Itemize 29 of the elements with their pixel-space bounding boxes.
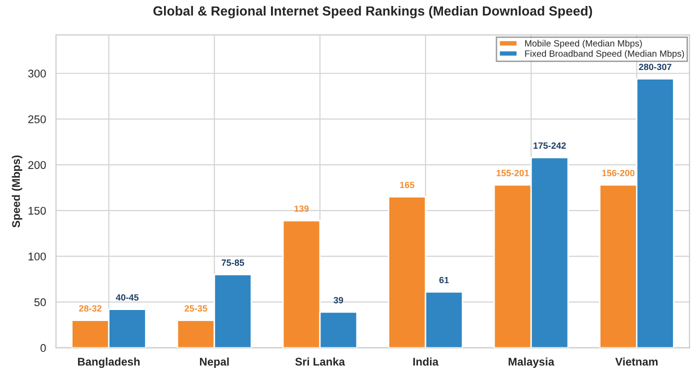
y-axis-title: Speed (Mbps): [12, 155, 22, 228]
data-label: 280-307: [638, 64, 672, 70]
data-label: 39: [334, 296, 344, 304]
x-tick-label: Sri Lanka: [295, 357, 346, 366]
y-tick-label: 0: [40, 344, 46, 352]
legend-label: Mobile Speed (Median Mbps): [525, 40, 642, 48]
y-tick-label: 150: [28, 206, 46, 215]
y-tick-label: 250: [28, 115, 46, 124]
y-tick-label: 200: [28, 161, 46, 169]
data-label: 155-201: [496, 170, 529, 176]
data-label: 175-242: [534, 142, 566, 149]
data-label: 165: [400, 182, 414, 188]
x-tick-label: Malaysia: [508, 357, 554, 368]
data-label: 28-32: [79, 305, 102, 312]
y-tick-label: 100: [28, 252, 46, 260]
data-label: 25-35: [184, 305, 208, 312]
y-tick-label: 300: [28, 70, 46, 78]
data-label: 40-45: [116, 294, 139, 301]
data-label: 156-200: [602, 170, 634, 176]
data-label: 139: [294, 206, 309, 212]
x-tick-label: Bangladesh: [78, 357, 140, 368]
data-label: 75-85: [222, 259, 244, 266]
x-tick-label: Vietnam: [615, 357, 658, 366]
chart-title: Global & Regional Internet Speed Rankings (Median Download Speed): [153, 6, 592, 18]
legend-label: Fixed Broadband Speed (Median Mbps): [525, 50, 684, 59]
data-label: 61: [439, 276, 449, 284]
x-tick-label: Nepal: [200, 357, 229, 368]
x-tick-label: India: [413, 357, 439, 366]
y-tick-label: 50: [34, 298, 46, 306]
